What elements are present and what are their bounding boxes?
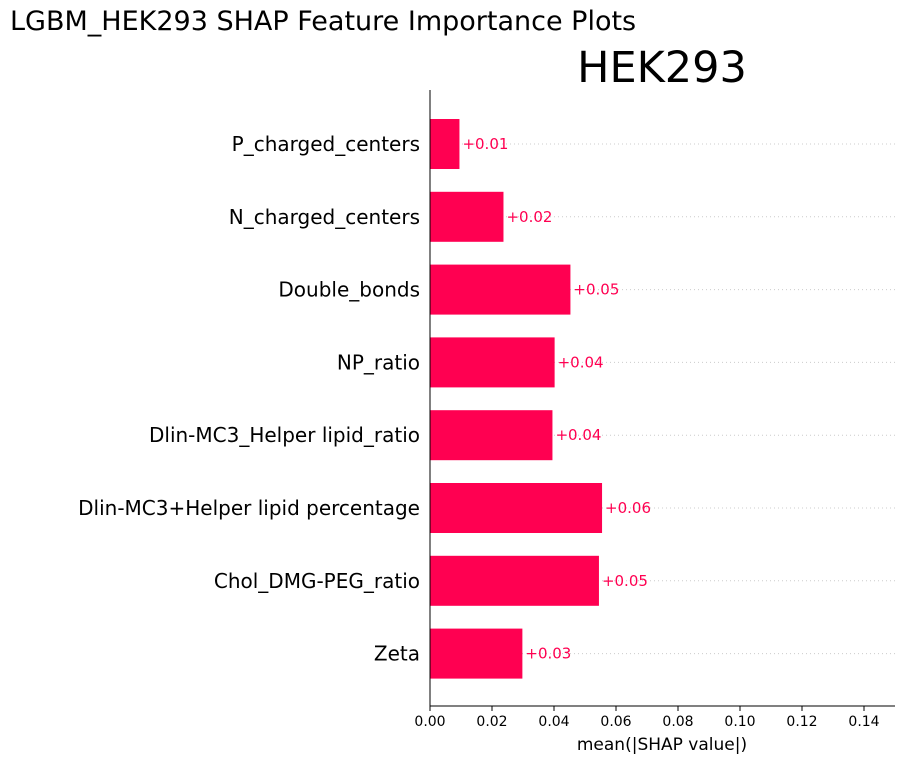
x-tick-label: 0.12 (786, 714, 817, 730)
bar (430, 410, 553, 461)
data-label: +0.01 (462, 135, 508, 153)
x-tick-label: 0.08 (662, 714, 693, 730)
x-tick-label: 0.00 (414, 714, 445, 730)
x-tick-label: 0.02 (476, 714, 507, 730)
data-label: +0.03 (525, 645, 571, 663)
data-label: +0.04 (555, 426, 601, 444)
category-label: Chol_DMG-PEG_ratio (214, 569, 420, 593)
x-axis-label: mean(|SHAP value|) (577, 735, 747, 755)
chart-title: HEK293 (577, 43, 747, 93)
data-label: +0.05 (573, 281, 619, 299)
bar (430, 191, 504, 242)
data-label: +0.05 (602, 572, 648, 590)
bar (430, 555, 599, 606)
x-tick-label: 0.04 (538, 714, 569, 730)
bar (430, 119, 460, 169)
x-tick-label: 0.06 (600, 714, 631, 730)
bar (430, 483, 603, 533)
data-label: +0.06 (605, 499, 651, 517)
figure-suptitle: LGBM_HEK293 SHAP Feature Importance Plot… (10, 6, 637, 37)
bar (430, 628, 523, 679)
bar (430, 337, 555, 388)
category-label: Double_bonds (278, 278, 420, 302)
x-tick-label: 0.10 (724, 714, 755, 730)
category-label: NP_ratio (337, 350, 420, 374)
x-tick-label: 0.14 (848, 714, 879, 730)
data-label: +0.02 (506, 208, 552, 226)
category-label: P_charged_centers (232, 132, 420, 156)
bar (430, 264, 571, 315)
category-label: N_charged_centers (229, 205, 420, 229)
data-label: +0.04 (558, 353, 604, 371)
category-label: Dlin-MC3_Helper lipid_ratio (149, 423, 420, 447)
category-label: Zeta (374, 642, 420, 666)
category-label: Dlin-MC3+Helper lipid percentage (78, 496, 420, 520)
